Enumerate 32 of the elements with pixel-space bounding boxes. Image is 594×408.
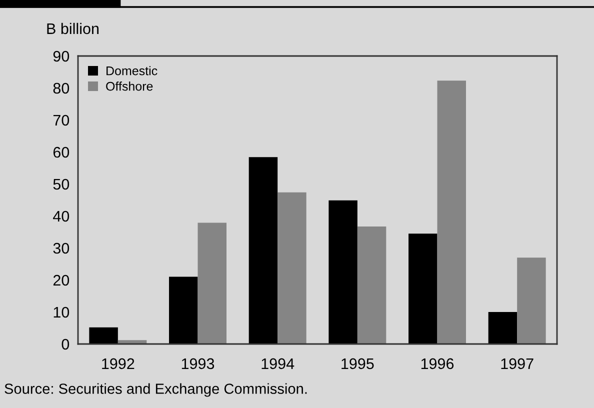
bar [437,80,466,344]
y-tick-label: 10 [54,306,70,318]
bar [488,312,518,344]
bar [118,340,147,344]
legend-label: Domestic [106,66,158,76]
bar [169,276,198,344]
source-note: Source: Securities and Exchange Commission. [4,383,307,397]
x-tick-label: 1996 [421,358,454,370]
bar [248,157,278,344]
bar [357,226,386,344]
bar [198,222,226,344]
bar [408,234,438,344]
y-tick-label: 60 [53,146,70,158]
x-tick-label: 1994 [262,358,294,370]
y-tick-label: 0 [62,338,70,350]
bar [278,192,306,344]
legend-label: Offshore [106,82,153,91]
y-tick-label: 80 [53,82,70,94]
y-tick-label: 30 [53,242,70,254]
x-tick-label: 1995 [342,358,374,370]
bar [89,327,118,344]
x-tick-label: 1993 [182,358,214,370]
bar [328,200,358,344]
y-tick-label: 70 [53,114,70,126]
y-axis-title: B billion [47,22,99,34]
y-tick-label: 20 [53,274,70,286]
y-tick-label: 50 [53,178,70,190]
bar [517,258,546,344]
x-tick-label: 1997 [501,358,534,370]
y-tick-label: 90 [53,50,70,62]
y-tick-label: 40 [53,210,70,222]
x-tick-label: 1992 [102,358,134,370]
